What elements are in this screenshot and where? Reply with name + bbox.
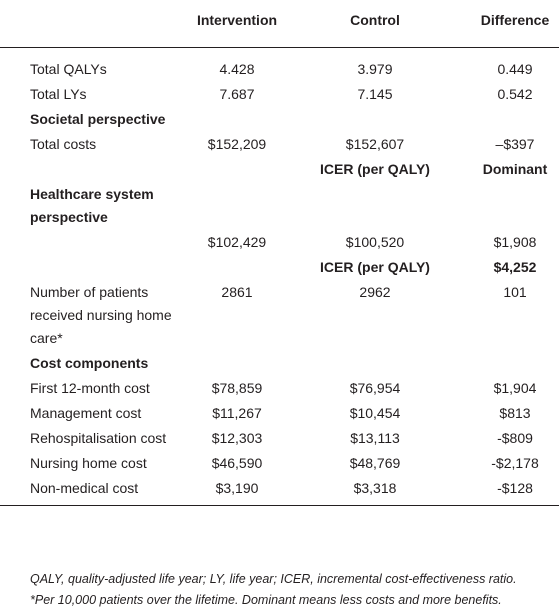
row-label: Total costs [30,136,97,152]
empty-cell [0,231,178,254]
cell-value: $11,267 [212,405,262,421]
cell-value: 4.428 [219,61,255,77]
cell-value: $1,904 [493,380,537,396]
cell-value: $3,190 [215,480,259,496]
table-row: Total LYs 7.687 7.145 0.542 [0,82,559,107]
column-header: Difference [480,12,550,28]
table-row: Nursing home cost $46,590 $48,769 -$2,178 [0,451,559,476]
table-row: $102,429 $100,520 $1,908 [0,230,559,255]
cell-value: $102,429 [207,234,267,250]
cell-value: ICER (per QALY) [320,161,430,177]
cell-value: $3,318 [353,480,397,496]
cell-value: $13,113 [350,430,400,446]
table-row: ICER (per QALY) $4,252 [0,255,559,280]
table-row: ICER (per QALY) Dominant [0,157,559,182]
cell-value: $813 [499,405,531,421]
cell-value: Dominant [482,161,548,177]
footnote: *Per 10,000 patients over the lifetime. … [30,593,502,607]
cell-value: –$397 [495,136,535,152]
column-header: Control [350,12,400,28]
cell-value: 2861 [221,284,253,300]
empty-cell [0,256,178,279]
table-row: Societal perspective [0,107,559,132]
section-label: Societal perspective [30,111,166,127]
cell-value: -$2,178 [491,455,539,471]
cell-value: -$128 [497,480,533,496]
cell-value: $152,607 [345,136,405,152]
row-label: First 12-month cost [30,380,150,396]
cell-value: 0.542 [497,86,533,102]
table-row: Management cost $11,267 $10,454 $813 [0,401,559,426]
cell-value: 0.449 [497,61,533,77]
table-row: Cost components [0,351,559,376]
section-label: Healthcare system perspective [30,186,154,225]
row-label: Number of patients received nursing home… [30,284,172,346]
column-header: Intervention [196,12,278,28]
cell-value: $100,520 [345,234,405,250]
cell-value: 3.979 [357,61,393,77]
cell-value: -$809 [497,430,533,446]
table-row: Healthcare system perspective [0,182,559,230]
cell-value: $76,954 [349,380,401,396]
row-label: Total QALYs [30,61,107,77]
row-label: Total LYs [30,86,87,102]
cell-value: $1,908 [493,234,537,250]
row-label: Rehospitalisation cost [30,430,167,446]
empty-cell [0,158,178,181]
cell-value: 7.145 [357,86,393,102]
cell-value: $78,859 [211,380,263,396]
cell-value: $10,454 [349,405,401,421]
footnote: QALY, quality-adjusted life year; LY, li… [30,572,517,586]
table-row: Number of patients received nursing home… [0,280,559,351]
cell-value: $152,209 [207,136,267,152]
table-row: First 12-month cost $78,859 $76,954 $1,904 [0,376,559,401]
row-label: Management cost [30,405,142,421]
section-label: Cost components [30,355,149,371]
table-row: Total costs $152,209 $152,607 –$397 [0,132,559,157]
table-row: Rehospitalisation cost $12,303 $13,113 -$80… [0,426,559,451]
cell-value: $46,590 [211,455,263,471]
cell-value: 101 [503,284,527,300]
cell-value: 7.687 [219,86,255,102]
cell-value: 2962 [359,284,391,300]
table-row: Non-medical cost $3,190 $3,318 -$128 [0,476,559,501]
cell-value: ICER (per QALY) [320,259,430,275]
cell-value: $48,769 [349,455,401,471]
table-row: Total QALYs 4.428 3.979 0.449 [0,57,559,82]
cell-value: $12,303 [211,430,263,446]
table-body: Total QALYs 4.428 3.979 0.449 Total LYs 7.687… [0,48,559,506]
row-label: Nursing home cost [30,455,147,471]
cell-value: $4,252 [493,259,537,275]
header-row: Intervention Control Difference [0,0,559,48]
row-label: Non-medical cost [30,480,139,496]
